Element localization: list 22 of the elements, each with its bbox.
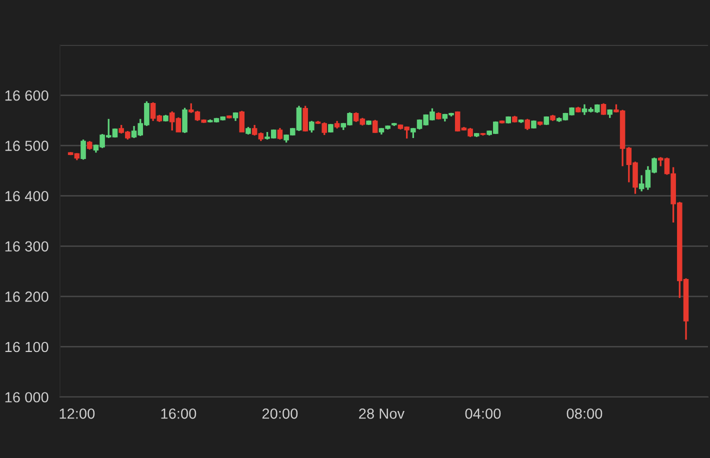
y-tick-label: 16 000	[5, 392, 48, 402]
y-tick-label: 16 100	[5, 342, 48, 352]
candlestick	[239, 110, 245, 133]
candlestick	[524, 118, 530, 131]
y-tick-label: 16 500	[5, 140, 48, 151]
x-tick-label: 20:00	[262, 408, 298, 419]
x-tick-label: 16:00	[161, 408, 196, 419]
y-tick-label: 16 200	[5, 292, 48, 302]
candlestick	[277, 127, 283, 140]
candlestick	[372, 119, 378, 134]
x-tick-label: 08:00	[566, 408, 602, 419]
x-tick-label: 04:00	[465, 408, 501, 419]
candlestick	[309, 120, 314, 134]
candlestick	[80, 138, 86, 160]
y-tick-label: 16 300	[5, 241, 48, 252]
candlestick	[182, 107, 188, 134]
y-tick-label: 16 600	[5, 90, 48, 101]
y-tick-label: 16 400	[5, 190, 48, 202]
candlestick	[302, 105, 308, 132]
x-tick-label: 28 Nov	[359, 408, 405, 419]
x-tick-label: 12:00	[60, 408, 95, 419]
candlestick	[600, 102, 606, 116]
